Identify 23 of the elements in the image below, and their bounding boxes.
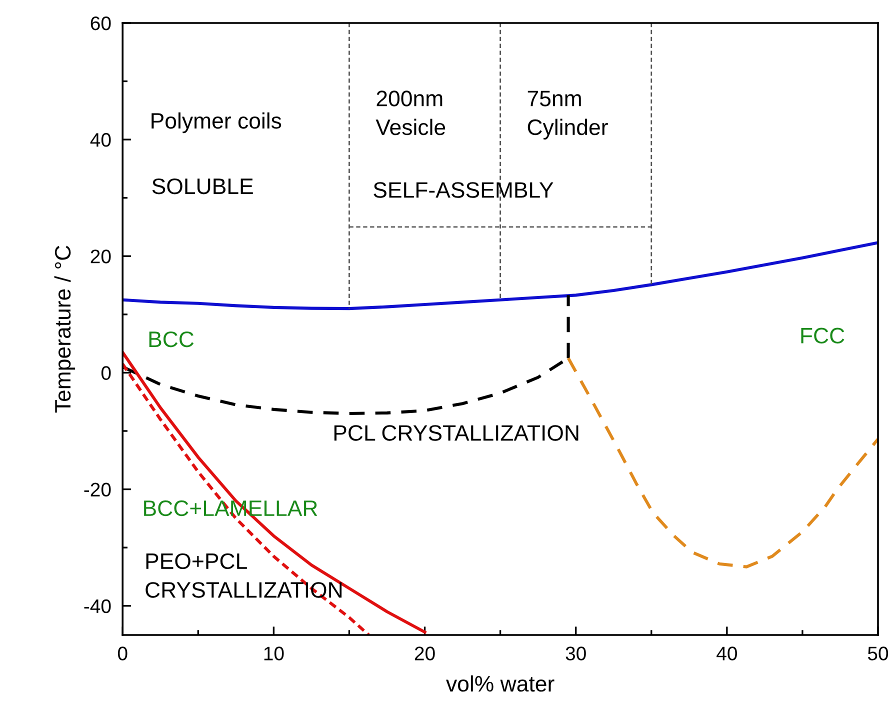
annotation: FCC [801, 328, 844, 344]
y-tick-label: -20 [84, 482, 111, 497]
x-axis-title: vol% water [446, 675, 554, 692]
y-tick-label: 20 [90, 250, 111, 264]
x-tick-label: 40 [716, 646, 737, 660]
annotation: PCL CRYSTALLIZATION [334, 425, 578, 441]
annotation: PEO+PCL CRYSTALLIZATION [146, 553, 342, 598]
y-tick-label: -40 [84, 599, 111, 614]
y-axis-title: Temperature / °C [54, 246, 76, 413]
annotation: BCC [149, 331, 194, 348]
annotation: Polymer coils [152, 112, 282, 134]
y-tick-label: 40 [90, 133, 111, 147]
x-tick-label: 50 [868, 646, 888, 660]
annotation: 75nm Cylinder [528, 90, 608, 140]
x-tick-label: 10 [264, 646, 284, 660]
x-tick-label: 30 [566, 646, 586, 660]
annotation: SELF-ASSEMBLY [374, 182, 554, 198]
x-tick-label: 20 [414, 646, 435, 660]
y-tick-label: 0 [101, 366, 111, 380]
annotation: 200nm Vesicle [376, 90, 446, 136]
annotation: SOLUBLE [152, 178, 253, 194]
y-tick-label: 60 [90, 16, 111, 30]
x-tick-label: 0 [118, 646, 128, 660]
